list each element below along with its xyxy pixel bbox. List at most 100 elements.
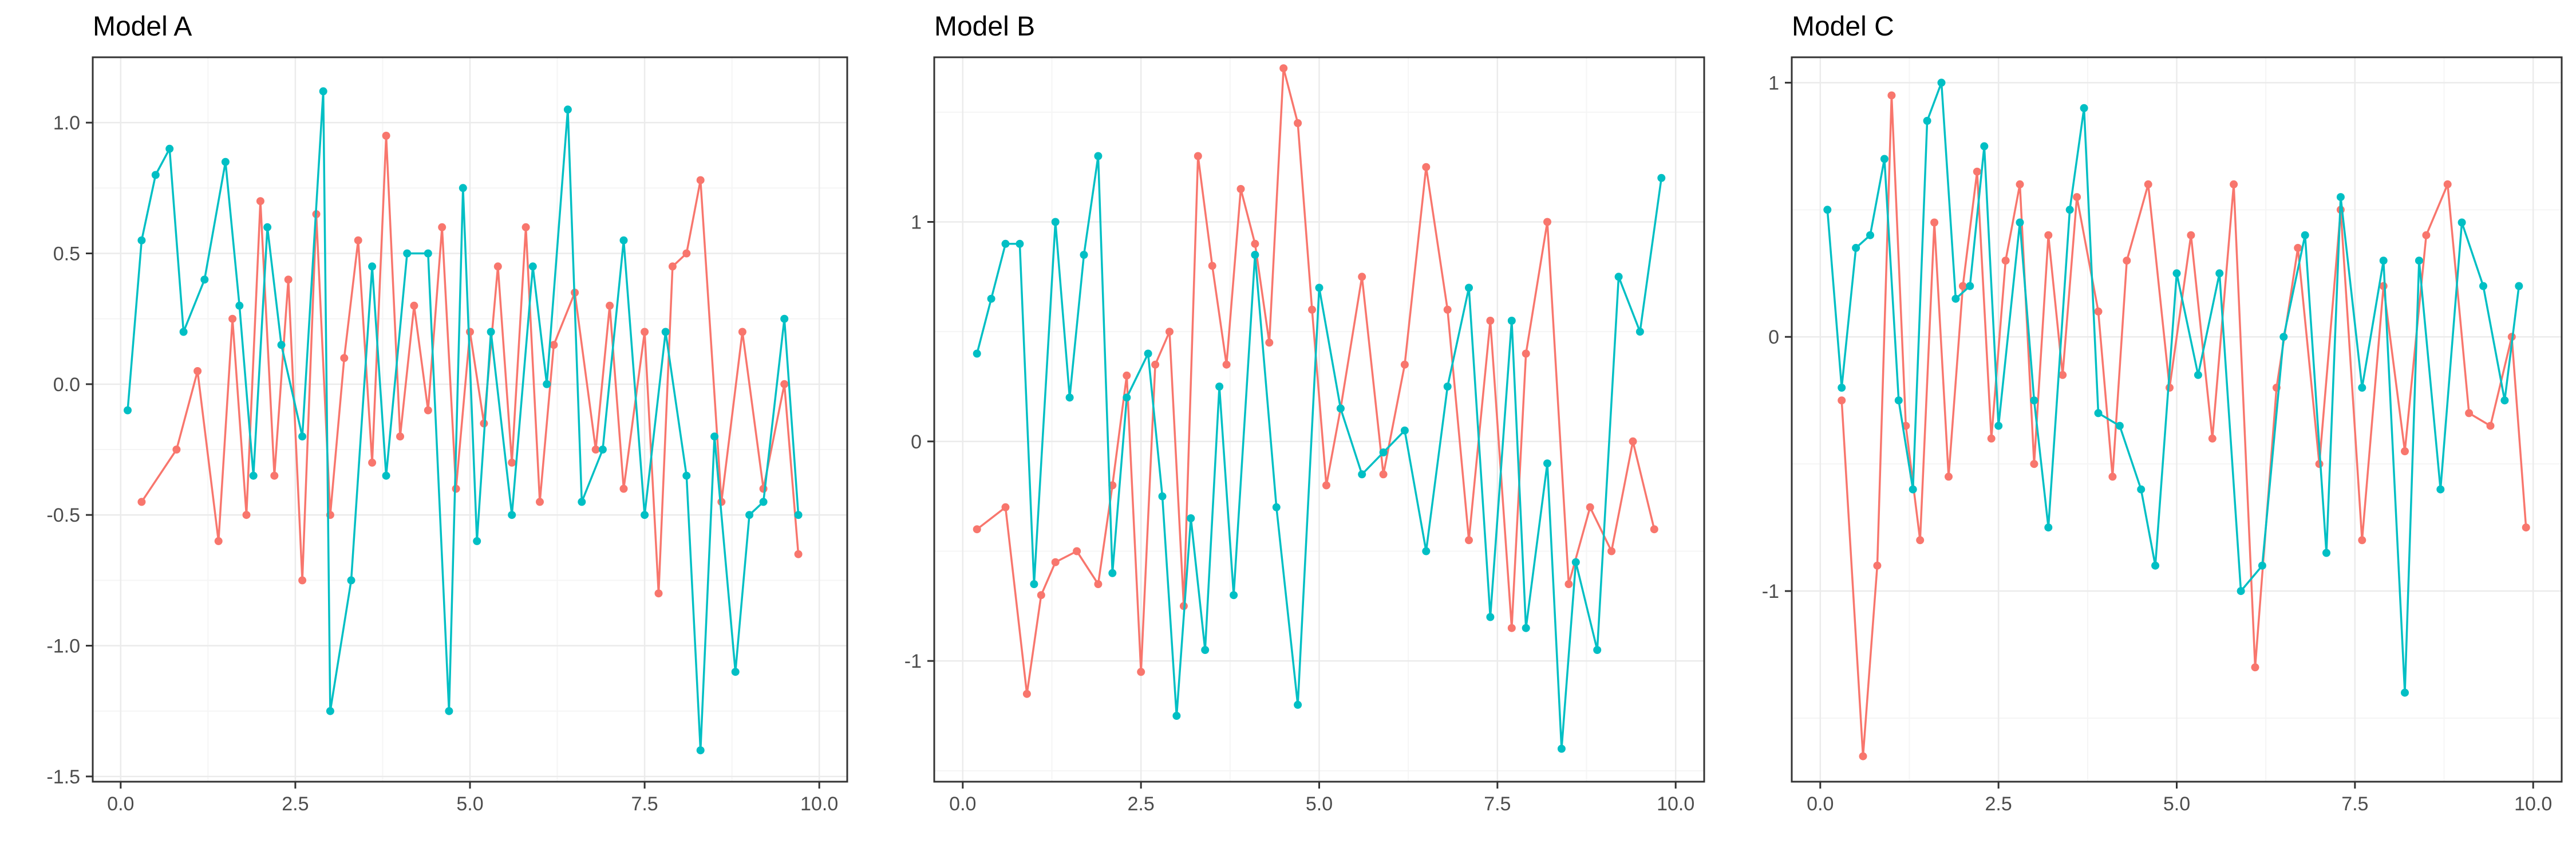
data-point-model-c-0-24	[2230, 180, 2238, 188]
data-point-model-b-0-3	[1037, 591, 1045, 600]
data-point-model-a-1-17	[403, 249, 412, 258]
data-point-model-b-1-17	[1230, 591, 1238, 600]
data-point-model-c-0-25	[2251, 663, 2259, 672]
data-point-model-a-1-26	[563, 105, 572, 114]
data-point-model-a-0-27	[550, 341, 558, 349]
x-tick-label-model-b-1: 2.5	[1128, 793, 1155, 815]
data-point-model-c-1-3	[1866, 231, 1874, 239]
data-point-model-a-0-24	[508, 458, 516, 467]
data-point-model-b-0-19	[1279, 64, 1288, 73]
x-tick-label-model-a-2: 5.0	[456, 793, 483, 815]
data-point-model-c-1-11	[1980, 142, 1989, 151]
data-point-model-a-0-17	[410, 301, 418, 310]
data-point-model-b-1-0	[973, 349, 981, 358]
data-point-model-b-1-27	[1443, 383, 1452, 391]
data-point-model-b-1-7	[1080, 251, 1088, 259]
y-tick-label-model-b-0: -1	[904, 651, 922, 672]
data-point-model-c-1-1	[1838, 384, 1846, 392]
data-point-model-c-1-7	[1923, 117, 1931, 125]
data-point-model-b-0-28	[1443, 305, 1452, 314]
data-point-model-c-0-1	[1859, 752, 1867, 761]
data-point-model-a-0-12	[340, 354, 349, 362]
data-point-model-b-1-10	[1123, 393, 1131, 402]
data-point-model-a-1-20	[459, 184, 467, 192]
data-point-model-c-1-28	[2301, 231, 2309, 239]
data-point-model-c-0-17	[2094, 307, 2103, 316]
data-point-model-c-0-0	[1838, 396, 1846, 405]
data-point-model-c-0-12	[2016, 180, 2024, 188]
data-point-model-c-1-2	[1852, 243, 1860, 252]
facet-panel-model-b: Model B 0.0 2.5 5.0 7.5 10.0 -1 0 1	[904, 11, 1705, 815]
y-tick-label-model-a-4: 0.5	[53, 243, 80, 265]
data-point-model-a-0-29	[591, 446, 600, 454]
data-point-model-c-0-32	[2401, 447, 2409, 455]
data-point-model-a-1-9	[263, 223, 272, 231]
data-point-model-c-1-17	[2080, 104, 2088, 112]
data-point-model-b-0-32	[1522, 349, 1530, 358]
data-point-model-c-0-10	[1987, 434, 1996, 443]
y-tick-label-model-a-0: -1.5	[46, 766, 80, 788]
data-point-model-c-1-15	[2044, 523, 2053, 532]
data-point-model-a-0-30	[606, 301, 614, 310]
data-point-model-b-0-11	[1165, 328, 1174, 336]
facet-title-model-c: Model C	[1792, 11, 1894, 42]
data-point-model-b-1-23	[1358, 470, 1366, 479]
data-point-model-c-0-34	[2443, 180, 2452, 188]
data-point-model-a-1-4	[179, 328, 188, 336]
data-point-model-c-1-20	[2137, 485, 2146, 494]
data-point-model-c-1-37	[2479, 282, 2487, 290]
data-point-model-a-1-38	[780, 314, 789, 323]
data-point-model-b-0-17	[1251, 239, 1259, 248]
data-point-model-c-0-5	[1916, 536, 1925, 545]
data-point-model-b-0-4	[1051, 558, 1060, 566]
data-point-model-a-1-39	[794, 511, 803, 519]
data-point-model-c-0-27	[2294, 243, 2302, 252]
data-point-model-b-1-21	[1315, 283, 1323, 292]
data-point-model-c-1-12	[1994, 421, 2003, 430]
data-point-model-b-0-5	[1073, 547, 1081, 555]
series-model-b	[973, 64, 1666, 753]
data-point-model-c-0-6	[1930, 218, 1939, 227]
data-point-model-a-1-33	[696, 746, 705, 755]
y-tick-label-model-c-0: -1	[1762, 581, 1779, 602]
data-point-model-a-1-19	[445, 707, 453, 715]
data-point-model-b-0-34	[1564, 580, 1573, 588]
data-point-model-a-1-8	[249, 471, 258, 480]
data-point-model-a-0-6	[256, 197, 264, 206]
x-tick-label-model-a-3: 7.5	[631, 793, 658, 815]
data-point-model-b-0-1	[1001, 503, 1010, 511]
data-point-model-c-1-26	[2258, 561, 2266, 570]
data-point-model-b-1-32	[1543, 459, 1551, 468]
facet-panel-model-a: Model A 0.0 2.5 5.0 7.5 10.0-1.5-1.0-0.50.00…	[46, 11, 848, 815]
data-point-model-b-0-29	[1465, 536, 1473, 545]
data-point-model-c-1-24	[2215, 269, 2224, 278]
data-point-model-b-0-36	[1607, 547, 1616, 555]
data-point-model-a-1-22	[487, 328, 495, 336]
data-point-model-b-1-2	[1001, 239, 1010, 248]
data-point-model-c-0-21	[2166, 384, 2174, 392]
data-point-model-c-1-6	[1909, 485, 1917, 494]
data-point-model-c-0-19	[2123, 257, 2131, 265]
data-point-model-a-0-7	[270, 471, 279, 480]
data-point-model-b-1-29	[1486, 613, 1495, 621]
data-point-model-a-0-3	[214, 537, 223, 545]
data-point-model-b-0-13	[1194, 152, 1202, 160]
data-point-model-a-1-18	[424, 249, 432, 258]
y-tick-label-model-b-1: 0	[911, 431, 922, 453]
data-point-model-c-0-2	[1873, 561, 1882, 570]
data-point-model-b-1-6	[1065, 393, 1074, 402]
axes-model-c: 0.0 2.5 5.0 7.5 10.0 -1 0 1	[1762, 72, 2553, 815]
data-point-model-b-1-9	[1108, 569, 1117, 577]
data-point-model-c-0-30	[2358, 536, 2366, 545]
data-point-model-c-0-11	[2001, 257, 2010, 265]
data-point-model-b-1-14	[1187, 514, 1195, 522]
data-point-model-c-1-9	[1951, 294, 1960, 303]
data-point-model-b-1-4	[1030, 580, 1038, 588]
data-point-model-b-0-18	[1265, 338, 1274, 347]
y-tick-label-model-a-1: -1.0	[46, 636, 80, 657]
data-point-model-b-0-24	[1358, 273, 1366, 281]
data-point-model-c-1-34	[2415, 257, 2423, 265]
data-point-model-a-0-14	[368, 458, 377, 467]
data-point-model-b-1-28	[1465, 283, 1473, 292]
